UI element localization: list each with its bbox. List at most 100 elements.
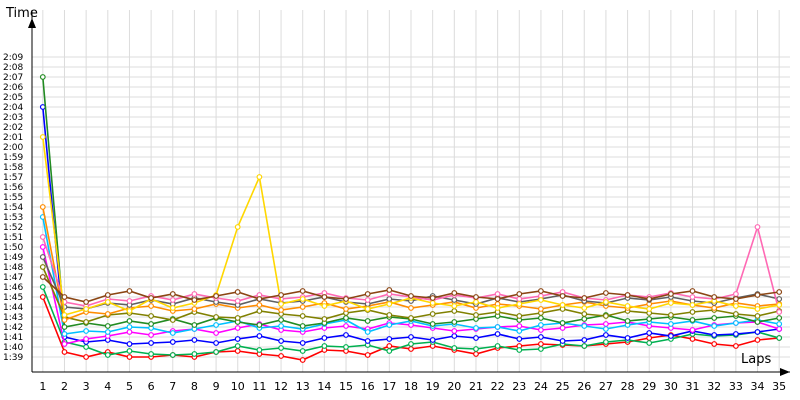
y-tick-label: 2:00 <box>3 143 23 153</box>
y-tick-label: 1:39 <box>3 353 23 363</box>
series-10-point-5 <box>126 298 133 304</box>
series-10-point-22 <box>494 291 501 297</box>
series-3-point-30 <box>668 333 674 339</box>
series-1-point-31 <box>689 336 696 342</box>
series-6-point-4 <box>104 323 111 329</box>
series-12-point-15 <box>343 296 349 302</box>
x-tick-label: 27 <box>599 380 613 393</box>
x-tick-label: 26 <box>577 380 591 393</box>
series-8-point-1 <box>39 204 46 210</box>
series-11-point-10 <box>234 224 241 230</box>
series-4-point-27 <box>603 321 609 327</box>
series-3-point-34 <box>754 329 761 335</box>
series-6-point-34 <box>754 319 761 325</box>
series-12-point-21 <box>473 294 479 300</box>
series-7-point-14 <box>321 316 328 322</box>
x-axis-arrow <box>780 368 790 376</box>
series-11-point-2 <box>61 312 68 318</box>
series-2-point-9 <box>213 349 220 355</box>
series-7-point-31 <box>689 309 696 315</box>
x-tick-label: 1 <box>39 380 46 393</box>
series-3-point-29 <box>646 330 653 336</box>
y-tick-label: 2:06 <box>3 83 23 93</box>
x-tick-labels: 1 2 3 4 5 6 7 8 9 10 11 12 13 14 15 16 17 18 19 20 21 22 23 24 2… <box>39 380 786 393</box>
series-7-point-10 <box>234 315 241 321</box>
series-7-point-13 <box>299 313 306 319</box>
series-8-point-2 <box>61 317 68 323</box>
x-tick-label: 33 <box>729 380 743 393</box>
series-12-point-17 <box>386 287 393 293</box>
series-11-point-21 <box>473 299 479 305</box>
series-7-point-1 <box>39 264 46 270</box>
series-12-point-12 <box>278 292 285 298</box>
axes: Time Laps <box>5 6 790 376</box>
series-8-point-12 <box>278 307 285 313</box>
series-11-point-24 <box>538 297 544 303</box>
series-7-point-6 <box>148 313 155 319</box>
x-tick-label: 2 <box>61 380 68 393</box>
series-3-point-24 <box>538 334 544 340</box>
series-4-point-25 <box>559 325 566 331</box>
y-tick-label: 2:03 <box>3 113 23 123</box>
series-8-point-8 <box>191 306 198 312</box>
x-tick-label: 29 <box>642 380 656 393</box>
series-5-point-16 <box>364 329 371 335</box>
series-8-point-15 <box>343 306 349 312</box>
series-12-point-2 <box>61 294 68 300</box>
x-tick-label: 8 <box>191 380 198 393</box>
y-tick-label: 1:59 <box>3 153 23 163</box>
series-1-point-16 <box>364 352 371 358</box>
series-2-point-8 <box>191 351 198 357</box>
x-tick-label: 9 <box>213 380 220 393</box>
series-11-point-23 <box>516 301 523 307</box>
series-5-point-23 <box>516 328 523 334</box>
series-8-point-32 <box>711 305 718 311</box>
y-tick-label: 2:02 <box>3 123 23 133</box>
series-2-point-22 <box>494 343 501 349</box>
series-6-point-5 <box>126 318 133 324</box>
series-10-point-34 <box>754 224 761 230</box>
series-7-point-3 <box>83 319 89 325</box>
series-6-point-13 <box>299 323 306 329</box>
series-7-point-9 <box>213 314 220 320</box>
series-6-point-11 <box>256 322 263 328</box>
series-3-point-20 <box>451 333 458 339</box>
series-3-point-11 <box>256 333 263 339</box>
series-5-point-17 <box>386 322 393 328</box>
x-tick-label: 20 <box>447 380 461 393</box>
series-1-point-2 <box>61 349 68 355</box>
series-4-point-15 <box>343 323 349 329</box>
y-tick-label: 1:46 <box>3 283 23 293</box>
series-7-point-23 <box>516 313 523 319</box>
series-10-point-1 <box>39 234 46 240</box>
series-1-point-12 <box>278 353 285 359</box>
series-12-point-23 <box>516 291 523 297</box>
series-6-point-29 <box>646 316 653 322</box>
series-5-point-21 <box>473 325 479 331</box>
x-tick-label: 22 <box>491 380 505 393</box>
series-11-point-33 <box>733 303 739 309</box>
series-6-point-24 <box>538 315 544 321</box>
y-axis-arrow <box>28 18 36 28</box>
x-tick-label: 21 <box>469 380 483 393</box>
series-11-point-11 <box>256 174 263 180</box>
series-6-point-15 <box>343 315 349 321</box>
series-4-point-6 <box>148 332 155 338</box>
x-tick-label: 14 <box>317 380 331 393</box>
series-11-point-5 <box>126 308 133 314</box>
series-12-point-30 <box>668 291 674 297</box>
series-5-point-2 <box>61 331 68 337</box>
series-6-point-1 <box>39 74 46 80</box>
series-5-point-32 <box>711 323 718 329</box>
y-tick-label: 1:58 <box>3 163 23 173</box>
series-8-point-13 <box>299 304 306 310</box>
x-tick-label: 17 <box>382 380 396 393</box>
series-10-point-33 <box>733 291 739 297</box>
series-12-point-32 <box>711 294 718 300</box>
series-2-point-7 <box>169 352 176 358</box>
series-3-point-21 <box>473 335 479 341</box>
series-1-point-17 <box>386 343 393 349</box>
series-6-point-26 <box>581 316 588 322</box>
series-11-point-25 <box>559 302 566 308</box>
series-5-point-33 <box>733 320 739 326</box>
